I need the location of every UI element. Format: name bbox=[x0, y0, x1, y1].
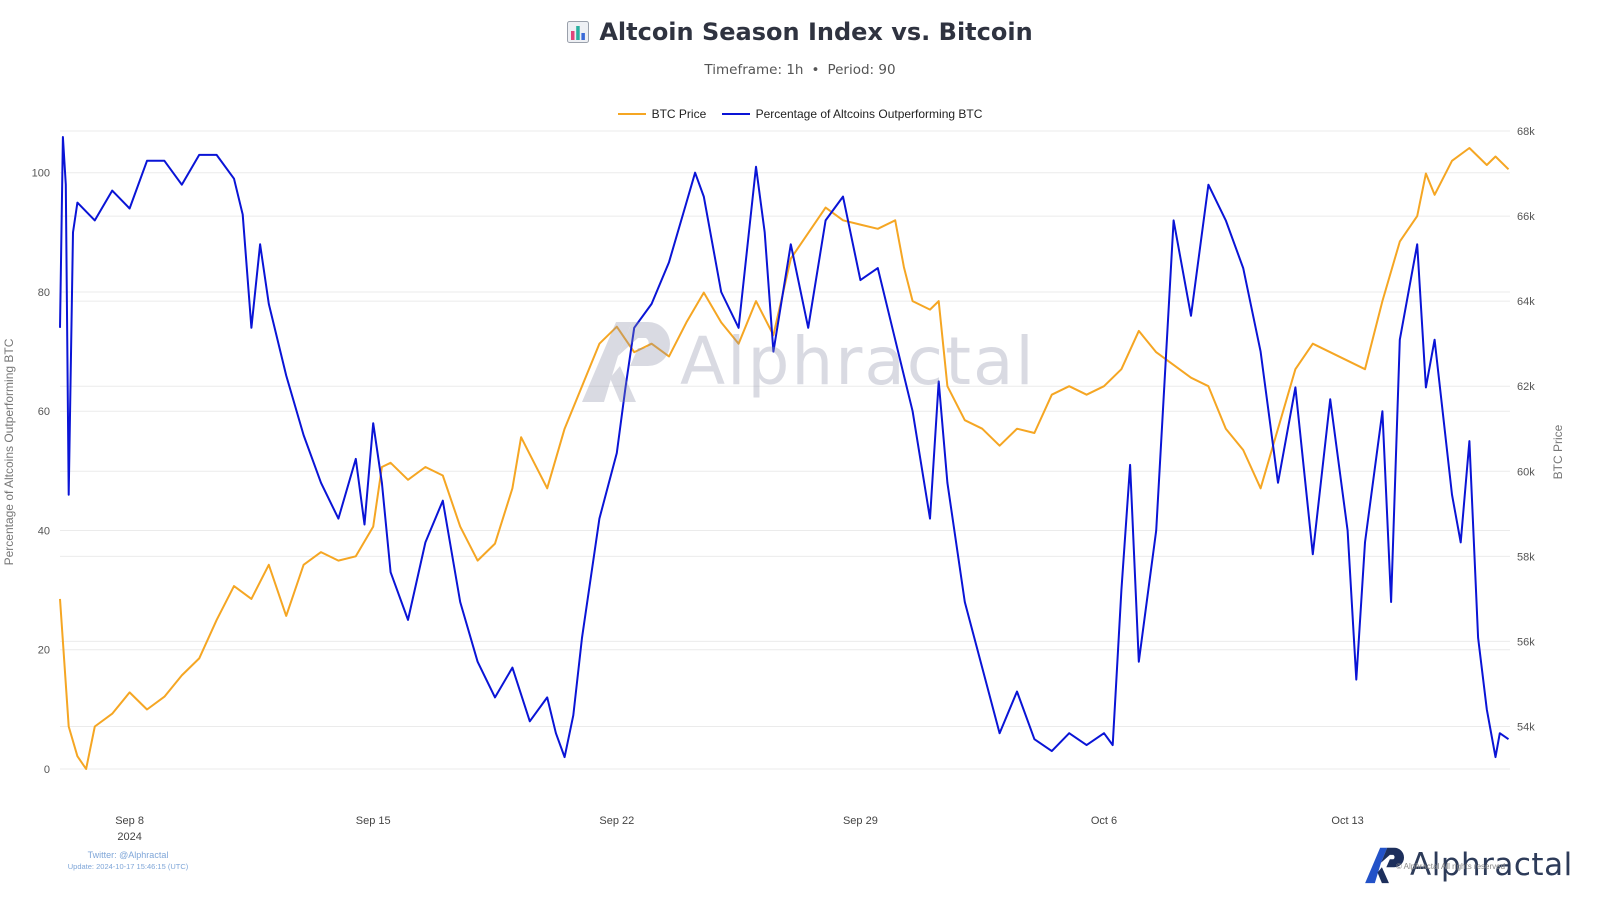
series-line-btc-price bbox=[59, 147, 1510, 770]
y-left-tick-label: 60 bbox=[38, 406, 50, 418]
legend-swatch-btc bbox=[617, 113, 646, 115]
x-tick-label: Oct 13 bbox=[1331, 815, 1363, 827]
brand-name: Alphractal bbox=[1410, 847, 1573, 883]
brand-logo: Alphractal bbox=[1364, 846, 1573, 884]
legend-item-btc-price[interactable]: BTC Price bbox=[617, 107, 707, 121]
timeframe-label: Timeframe: 1h bbox=[704, 62, 804, 78]
x-tick-label: Sep 22 bbox=[599, 815, 634, 827]
y-left-axis-label: Percentage of Altcoins Outperforming BTC bbox=[2, 338, 16, 565]
x-tick-label: Sep 8 bbox=[115, 815, 144, 827]
alphractal-logo-icon bbox=[1365, 847, 1404, 884]
update-timestamp: Update: 2024-10-17 15:46:15 (UTC) bbox=[67, 862, 189, 871]
chart-subtitle: Timeframe: 1h • Period: 90 bbox=[0, 62, 1600, 78]
y-left-tick-label: 80 bbox=[38, 287, 50, 299]
x-tick-label: Oct 6 bbox=[1091, 815, 1117, 827]
left-axis-ticks: 0 20 40 60 80 100 bbox=[32, 168, 50, 776]
y-left-tick-label: 0 bbox=[44, 764, 50, 776]
watermark-text: Alphractal bbox=[680, 322, 1036, 400]
y-right-tick-label: 56k bbox=[1517, 636, 1535, 648]
title-row: Altcoin Season Index vs. Bitcoin bbox=[567, 18, 1033, 46]
y-right-tick-label: 62k bbox=[1517, 381, 1535, 393]
grid-lines bbox=[60, 130, 1510, 770]
x-tick-sublabel: 2024 bbox=[117, 831, 141, 843]
watermark: Alphractal bbox=[580, 318, 1036, 404]
series-line-altcoins-outperforming bbox=[59, 136, 1510, 759]
x-tick-label: Sep 15 bbox=[356, 815, 391, 827]
y-right-tick-label: 68k bbox=[1517, 126, 1535, 138]
y-right-axis-label: BTC Price bbox=[1551, 424, 1565, 479]
y-left-tick-label: 40 bbox=[38, 525, 50, 537]
x-axis-ticks: Sep 8 2024 Sep 15 Sep 22 Sep 29 Oct 6 Oct 13 bbox=[115, 815, 1364, 843]
period-label: Period: 90 bbox=[827, 62, 896, 78]
footer-credits: Twitter: @Alphractal Update: 2024-10-17 … bbox=[58, 849, 198, 873]
series-layer bbox=[59, 136, 1510, 770]
copyright-notice: © Alphractal All rights reserved bbox=[1396, 862, 1506, 871]
bar-chart-icon bbox=[567, 21, 590, 43]
y-left-tick-label: 20 bbox=[38, 645, 50, 657]
x-tick-label: Sep 29 bbox=[843, 815, 878, 827]
y-left-tick-label: 100 bbox=[32, 168, 50, 180]
right-axis-ticks: 54k 56k 58k 60k 62k 64k 66k 68k bbox=[1517, 126, 1535, 733]
alphractal-logo-icon bbox=[582, 322, 670, 402]
legend-label-btc: BTC Price bbox=[651, 107, 707, 121]
y-right-tick-label: 60k bbox=[1517, 466, 1535, 478]
legend-item-altcoins[interactable]: Percentage of Altcoins Outperforming BTC bbox=[721, 107, 983, 121]
legend-swatch-altcoins bbox=[721, 113, 750, 115]
y-right-tick-label: 58k bbox=[1517, 551, 1535, 563]
chart-header: Altcoin Season Index vs. Bitcoin Timefra… bbox=[0, 18, 1600, 78]
subtitle-separator: • bbox=[811, 62, 820, 78]
legend-label-altcoins: Percentage of Altcoins Outperforming BTC bbox=[755, 107, 983, 121]
chart-legend: BTC Price Percentage of Altcoins Outperf… bbox=[0, 104, 1600, 121]
y-right-tick-label: 64k bbox=[1517, 296, 1535, 308]
chart-title: Altcoin Season Index vs. Bitcoin bbox=[599, 18, 1033, 46]
twitter-handle[interactable]: Twitter: @Alphractal bbox=[87, 850, 169, 860]
y-right-tick-label: 66k bbox=[1517, 211, 1535, 223]
y-right-tick-label: 54k bbox=[1517, 721, 1535, 733]
